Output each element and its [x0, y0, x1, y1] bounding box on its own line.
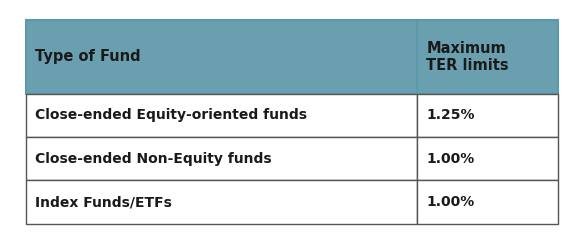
Bar — [26, 20, 417, 94]
Text: 1.25%: 1.25% — [427, 108, 475, 122]
Text: Maximum
TER limits: Maximum TER limits — [427, 41, 509, 73]
Text: Close-ended Equity-oriented funds: Close-ended Equity-oriented funds — [36, 108, 308, 122]
Text: Type of Fund: Type of Fund — [36, 49, 141, 64]
Bar — [417, 20, 558, 94]
Bar — [417, 181, 558, 224]
Bar — [417, 137, 558, 181]
Text: 1.00%: 1.00% — [427, 195, 474, 209]
Text: Close-ended Non-Equity funds: Close-ended Non-Equity funds — [36, 152, 272, 166]
Text: 1.00%: 1.00% — [427, 152, 474, 166]
Bar — [26, 94, 417, 137]
Text: Index Funds/ETFs: Index Funds/ETFs — [36, 195, 172, 209]
Bar — [417, 94, 558, 137]
Bar — [26, 181, 417, 224]
Bar — [26, 137, 417, 181]
